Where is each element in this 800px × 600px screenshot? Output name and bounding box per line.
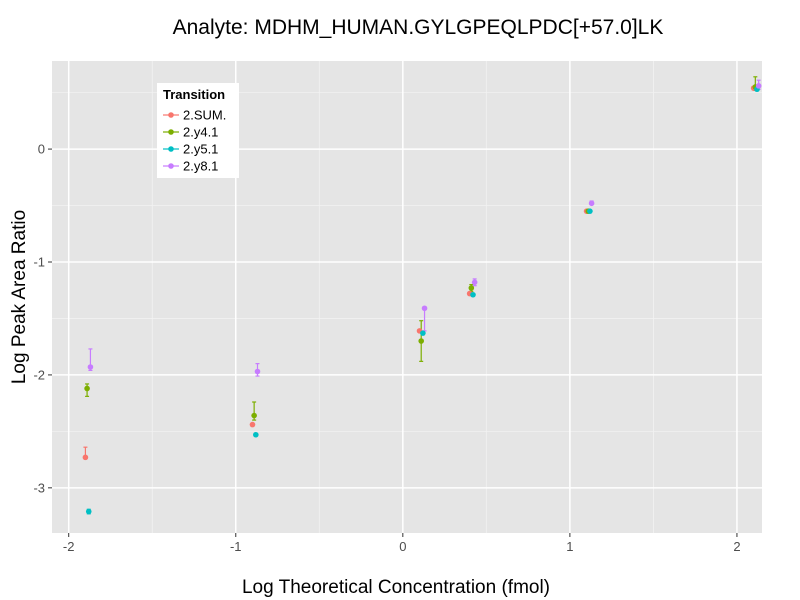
data-point xyxy=(82,454,89,461)
legend-keys: 2.SUM. 2.y4.1 2.y5.1 2.y8.1 xyxy=(163,108,226,174)
data-point xyxy=(468,285,475,291)
data-point xyxy=(420,330,426,336)
legend-label: 2.SUM. xyxy=(183,108,226,123)
chart-title: Analyte: MDHM_HUMAN.GYLGPEQLPDC[+57.0]LK xyxy=(173,16,664,39)
data-point xyxy=(471,279,478,286)
x-tick-label: 1 xyxy=(566,539,573,554)
legend-label: 2.y8.1 xyxy=(183,159,218,174)
y-tick-label: -2 xyxy=(33,367,45,382)
x-tick-label: 0 xyxy=(399,539,406,554)
legend-key-point xyxy=(168,146,174,152)
legend-key-point xyxy=(168,163,174,169)
data-point xyxy=(421,305,428,312)
x-axis-title: Log Theoretical Concentration (fmol) xyxy=(242,577,550,598)
y-tick-label: 0 xyxy=(38,142,45,157)
data-point xyxy=(755,83,762,89)
data-points xyxy=(82,83,762,515)
x-tick-labels: -2 -1 0 1 2 xyxy=(63,539,741,554)
data-point xyxy=(418,338,425,344)
legend-label: 2.y5.1 xyxy=(183,142,218,157)
legend-key-point xyxy=(168,129,174,135)
data-point xyxy=(587,208,593,214)
y-axis-title: Log Peak Area Ratio xyxy=(9,210,30,384)
x-tick-label: -1 xyxy=(230,539,242,554)
y-tick-label: -3 xyxy=(33,480,45,495)
y-tick-label: -1 xyxy=(33,254,45,269)
grid-major xyxy=(52,61,762,533)
legend-title: Transition xyxy=(163,87,225,102)
data-point xyxy=(588,200,595,207)
data-point xyxy=(84,385,90,392)
legend-key-point xyxy=(168,112,174,118)
legend-label: 2.y4.1 xyxy=(183,125,218,140)
legend: Transition 2.SUM. 2.y4.1 2.y5.1 2.y8.1 xyxy=(157,83,239,178)
axis-ticks xyxy=(48,148,738,537)
data-point xyxy=(87,364,94,370)
data-point xyxy=(470,291,476,298)
data-point xyxy=(85,508,92,515)
x-tick-label: 2 xyxy=(733,539,740,554)
x-tick-label: -2 xyxy=(63,539,75,554)
data-point xyxy=(249,421,256,428)
data-point xyxy=(253,431,259,438)
data-point xyxy=(254,368,261,375)
y-tick-labels: -3 -2 -1 0 xyxy=(33,142,45,496)
data-point xyxy=(251,412,257,419)
